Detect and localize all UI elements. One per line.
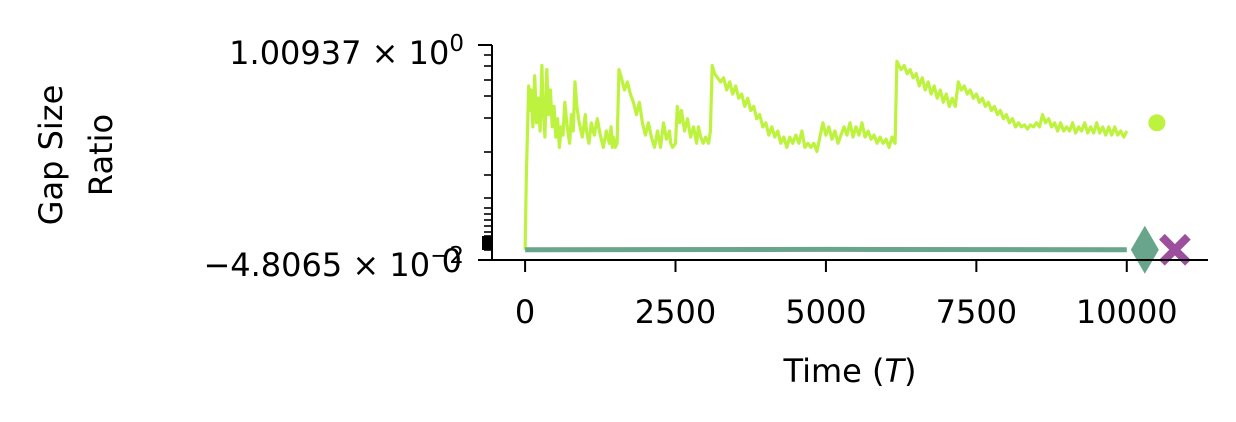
x-tick-label-2: 5000 <box>785 293 866 331</box>
y-minor-tick-cluster <box>482 236 492 250</box>
y-minor-ticks <box>482 54 492 251</box>
y-axis-title-line1: Gap Size <box>32 85 70 226</box>
y-tick-label-zero: 0 <box>442 242 462 280</box>
x-tick-label-4: 10000 <box>1076 293 1178 331</box>
series-end-marker-2 <box>1159 233 1191 266</box>
x-tick-label-1: 2500 <box>635 293 716 331</box>
x-axis-title: Time (T) <box>783 352 917 390</box>
y-axis-title-line2: Ratio <box>82 114 120 196</box>
plot-area <box>523 59 1191 274</box>
x-ticks: 0 2500 5000 7500 10000 <box>515 260 1178 331</box>
series-end-marker-1 <box>1130 225 1159 274</box>
series-end-marker-0 <box>1148 114 1166 132</box>
x-tick-label-3: 7500 <box>936 293 1017 331</box>
y-tick-label-bottom: −4.8065 × 10−2 <box>203 243 464 284</box>
series-line-0 <box>523 59 1129 250</box>
y-tick-label-top: 1.00937 × 100 <box>229 31 464 72</box>
x-tick-label-0: 0 <box>515 293 535 331</box>
